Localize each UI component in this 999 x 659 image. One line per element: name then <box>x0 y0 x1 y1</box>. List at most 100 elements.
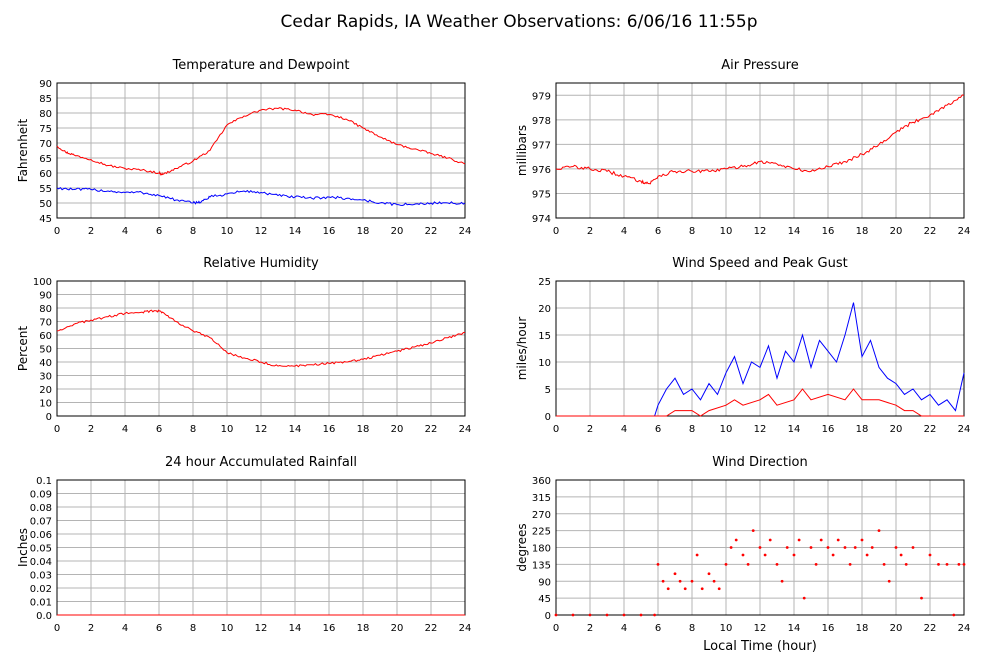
y-tick-label: 180 <box>532 544 551 555</box>
x-tick-label: 12 <box>255 424 268 435</box>
data-point <box>695 553 699 557</box>
data-point <box>814 562 818 566</box>
y-tick-label: 60 <box>39 169 52 180</box>
x-tick-label: 12 <box>255 226 268 237</box>
data-point <box>741 553 745 557</box>
data-point <box>928 553 932 557</box>
y-tick-label: 85 <box>39 94 52 105</box>
x-tick-label: 14 <box>788 424 801 435</box>
data-point <box>656 562 660 566</box>
data-point <box>707 572 711 576</box>
x-tick-label: 24 <box>459 226 472 237</box>
y-tick-label: 360 <box>532 476 551 487</box>
x-tick-label: 24 <box>459 424 472 435</box>
x-tick-label: 18 <box>856 623 869 634</box>
x-tick-label: 2 <box>587 226 593 237</box>
data-point <box>860 538 864 542</box>
x-tick-label: 18 <box>357 226 370 237</box>
data-point <box>887 579 891 583</box>
x-tick-label: 20 <box>890 424 903 435</box>
x-tick-label: 4 <box>621 424 627 435</box>
y-tick-label: 15 <box>538 331 551 342</box>
y-tick-label: 45 <box>39 214 52 225</box>
y-tick-label: 100 <box>33 277 52 288</box>
x-tick-label: 6 <box>655 623 661 634</box>
x-tick-label: 10 <box>720 226 733 237</box>
data-point <box>588 613 592 617</box>
data-point <box>848 562 852 566</box>
x-tick-label: 20 <box>391 623 404 634</box>
y-tick-label: 978 <box>532 116 551 127</box>
y-tick-label: 45 <box>538 594 551 605</box>
x-tick-label: 10 <box>720 424 733 435</box>
data-point <box>605 613 609 617</box>
x-tick-label: 0 <box>553 424 559 435</box>
y-tick-label: 5 <box>545 385 551 396</box>
y-tick-label: 10 <box>39 399 52 410</box>
x-tick-label: 6 <box>655 424 661 435</box>
x-tick-label: 16 <box>323 226 336 237</box>
data-point <box>763 553 767 557</box>
y-tick-label: 0 <box>545 611 551 622</box>
x-tick-label: 2 <box>587 623 593 634</box>
y-axis-label: degrees <box>515 523 529 571</box>
y-tick-label: 80 <box>39 304 52 315</box>
data-point <box>853 546 857 549</box>
chart-title: Wind Direction <box>712 455 808 470</box>
data-point <box>904 562 908 566</box>
y-tick-label: 60 <box>39 331 52 342</box>
y-tick-label: 977 <box>532 140 551 151</box>
plot-border <box>56 82 466 219</box>
x-tick-label: 20 <box>890 226 903 237</box>
x-tick-label: 20 <box>890 623 903 634</box>
data-point <box>920 596 923 600</box>
y-tick-label: 0.02 <box>30 584 52 595</box>
x-tick-label: 14 <box>788 226 801 237</box>
y-tick-label: 0 <box>46 412 52 423</box>
data-point <box>792 553 796 557</box>
data-point <box>894 546 898 549</box>
series-line <box>555 94 965 185</box>
x-tick-label: 22 <box>425 226 438 237</box>
x-axis-caption: Local Time (hour) <box>703 639 817 654</box>
data-point <box>571 613 575 617</box>
x-tick-label: 4 <box>122 424 128 435</box>
y-tick-label: 315 <box>532 493 551 504</box>
y-tick-label: 80 <box>39 109 52 120</box>
x-tick-label: 4 <box>621 623 627 634</box>
data-point <box>819 538 823 542</box>
x-tick-label: 16 <box>323 623 336 634</box>
x-tick-label: 10 <box>720 623 733 634</box>
data-point <box>751 529 755 533</box>
data-point <box>785 546 789 549</box>
x-tick-label: 16 <box>323 424 336 435</box>
x-tick-label: 0 <box>54 623 60 634</box>
data-point <box>870 546 874 549</box>
x-tick-label: 14 <box>289 623 302 634</box>
y-tick-label: 0.06 <box>30 530 52 541</box>
y-tick-label: 0.09 <box>30 490 52 501</box>
y-tick-label: 0 <box>545 412 551 423</box>
data-point <box>746 562 750 566</box>
x-tick-label: 24 <box>958 623 971 634</box>
plot-border <box>555 280 965 417</box>
y-tick-label: 90 <box>538 577 551 588</box>
x-tick-label: 20 <box>391 424 404 435</box>
x-tick-label: 0 <box>553 623 559 634</box>
data-point <box>962 562 966 566</box>
x-tick-label: 18 <box>357 424 370 435</box>
x-tick-label: 10 <box>221 226 234 237</box>
x-tick-label: 22 <box>924 226 937 237</box>
x-tick-label: 18 <box>357 623 370 634</box>
y-tick-label: 40 <box>39 358 52 369</box>
y-tick-label: 979 <box>532 91 551 102</box>
data-point <box>945 562 949 566</box>
y-tick-label: 90 <box>39 291 52 302</box>
x-tick-label: 24 <box>958 226 971 237</box>
plot-border <box>555 82 965 219</box>
y-tick-label: 70 <box>39 318 52 329</box>
